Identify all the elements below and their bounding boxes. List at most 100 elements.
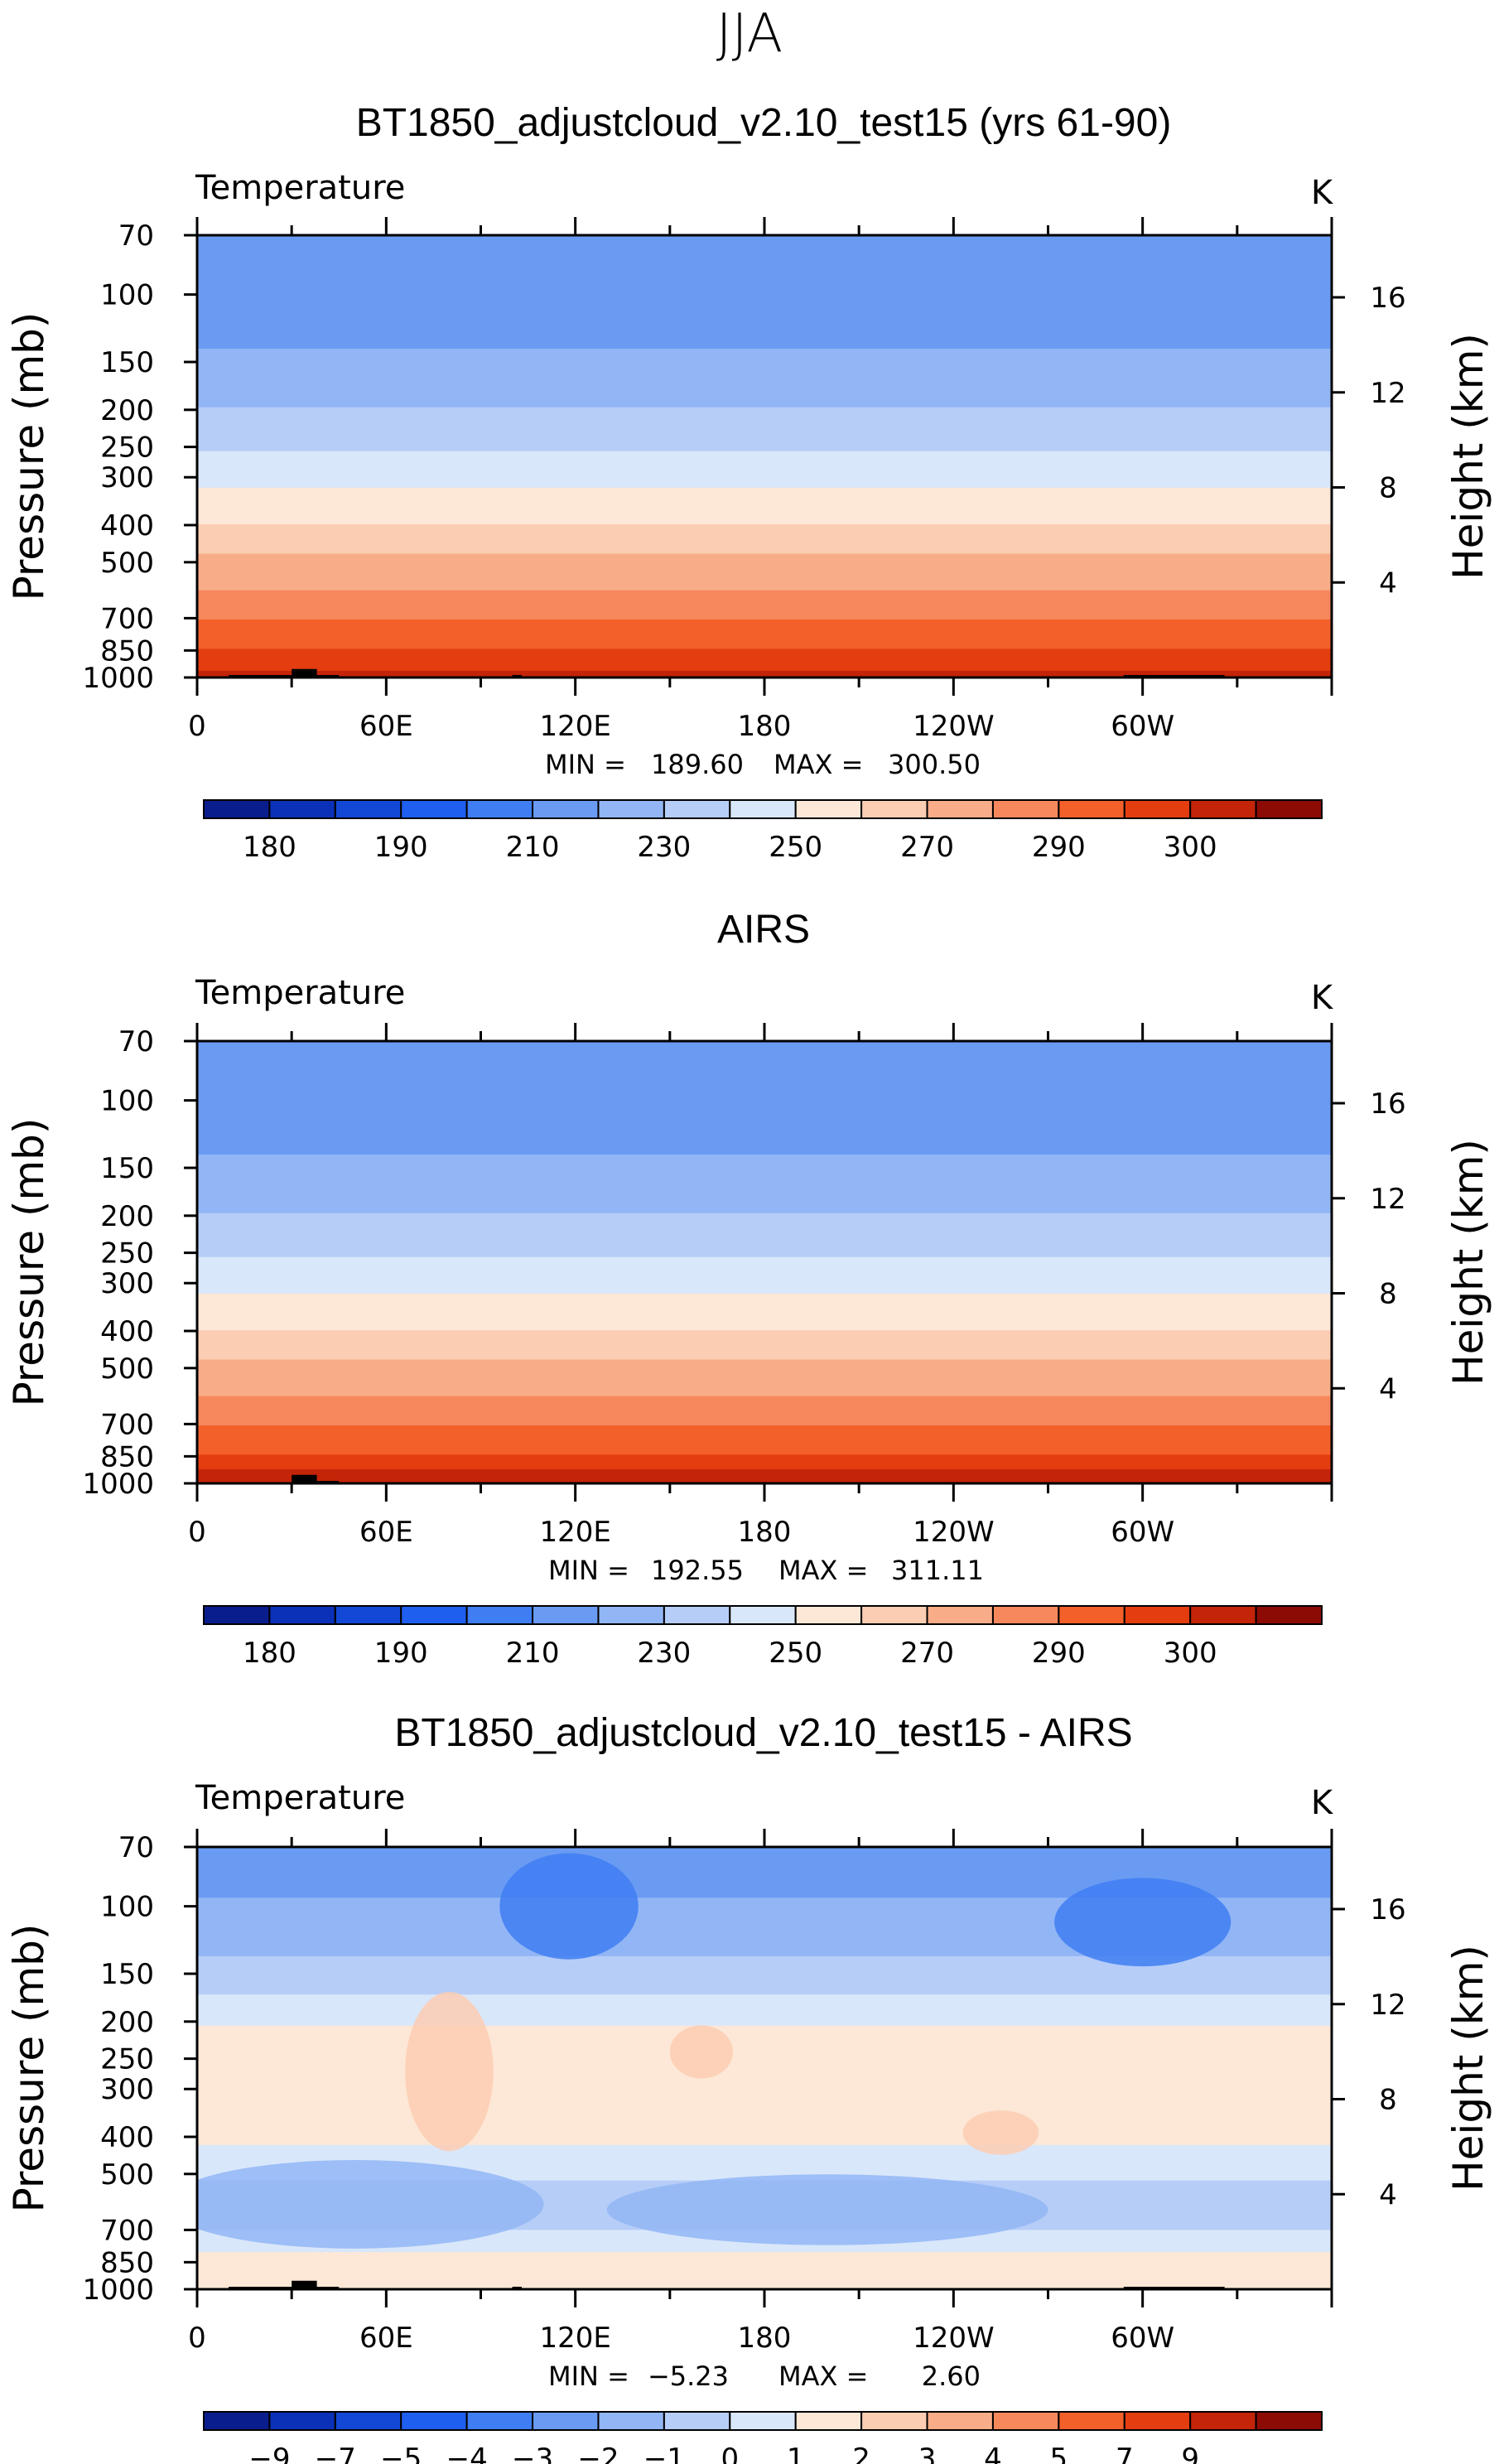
temperature-band (197, 407, 1332, 416)
x-tick-label: 60W (1111, 710, 1174, 743)
y-tick-label: 100 (100, 279, 154, 312)
temperature-band (197, 1125, 1332, 1134)
temperature-band (197, 1066, 1332, 1075)
colorbar-swatch (203, 1605, 271, 1625)
colorbar-swatch (926, 799, 994, 819)
colorbar-label: 300 (1164, 1637, 1217, 1670)
colorbar-swatch (729, 2411, 797, 2431)
colorbar-label: −4 (446, 2442, 488, 2464)
temperature-band (197, 1352, 1332, 1361)
y-tick-label: 850 (100, 2246, 154, 2279)
colorbar-swatch (1123, 1605, 1192, 1625)
colorbar-swatch (334, 799, 402, 819)
colorbar-swatch (991, 799, 1060, 819)
temperature-band (197, 546, 1332, 555)
y-tick-label: 250 (100, 432, 154, 465)
x-tick-label: 120W (913, 1516, 995, 1549)
y2-tick-label: 16 (1370, 1893, 1405, 1926)
colorbar-swatch (597, 799, 665, 819)
y-tick-label: 850 (100, 1440, 154, 1473)
terrain (229, 668, 340, 677)
temperature-band (197, 1308, 1332, 1317)
colorbar-swatch (926, 1605, 994, 1625)
colorbar-label: 300 (1164, 831, 1217, 864)
colorbar-swatch (334, 1605, 402, 1625)
max-label: MAX = (774, 749, 863, 780)
y2-tick-label: 12 (1370, 377, 1405, 410)
x-tick-label: 120E (539, 2322, 610, 2355)
y-tick-label: 850 (100, 634, 154, 668)
y-tick-label: 150 (100, 346, 154, 379)
terrain-mask (292, 1474, 340, 1483)
temperature-band (197, 385, 1332, 394)
x-tick-label: 180 (738, 1516, 792, 1549)
colorbar-swatch (268, 2411, 336, 2431)
temperature-band (197, 326, 1332, 335)
temperature-band (197, 341, 1332, 350)
temperature-band (197, 422, 1332, 431)
y-axis-label: Pressure (mb) (5, 312, 53, 601)
colorbar-label: 190 (374, 831, 428, 864)
y-tick-label: 70 (118, 219, 154, 253)
colorbar-label: −2 (577, 2442, 619, 2464)
colorbar-swatch (1058, 2411, 1125, 2431)
y2-axis-label: Height (km) (1444, 333, 1492, 580)
variable-label: Temperature (195, 1779, 405, 1817)
temperature-band (197, 1242, 1332, 1251)
colorbar-swatch (860, 2411, 928, 2431)
height-axis: 16 12 8 4 (1332, 282, 1406, 600)
colorbar-swatch (465, 1605, 534, 1625)
colorbar-swatch (1123, 799, 1192, 819)
temperature-band (197, 235, 1332, 240)
min-value: 192.55 (651, 1555, 744, 1586)
temperature-band (197, 355, 1332, 364)
temperature-band (197, 282, 1332, 292)
temperature-band (197, 494, 1332, 504)
max-value: 300.50 (888, 749, 981, 780)
y2-tick-label: 16 (1370, 1087, 1405, 1121)
colorbar-swatch (1058, 1605, 1125, 1625)
temperature-band (197, 1176, 1332, 1185)
temperature-band (197, 1447, 1332, 1456)
colorbar-swatch (794, 799, 863, 819)
colorbar-swatch (926, 2411, 994, 2431)
colorbar-swatch (532, 2411, 600, 2431)
temperature-band (197, 1425, 1332, 1434)
colorbar-label: 270 (900, 831, 954, 864)
x-tick-label: 0 (188, 710, 206, 743)
y-tick-label: 500 (100, 1353, 154, 1386)
difference-band (197, 2025, 1332, 2146)
temperature-band (197, 246, 1332, 255)
temperature-band (197, 253, 1332, 262)
temperature-band (197, 480, 1332, 489)
colorbar-label: 180 (243, 1637, 296, 1670)
temperature-band (197, 414, 1332, 423)
difference-band (197, 1994, 1332, 2027)
y-tick-label: 1000 (82, 662, 154, 695)
unit-label: K (1311, 1784, 1334, 1822)
panel-title: AIRS (717, 908, 810, 952)
temperature-bands (197, 235, 1332, 677)
y2-axis-label: Height (km) (1444, 1139, 1492, 1386)
colorbar: 180 190 210 230 250 270 290 300 (203, 799, 1323, 864)
temperature-band (197, 1374, 1332, 1382)
colorbar-swatch (1255, 799, 1323, 819)
y-tick-label: 100 (100, 1085, 154, 1118)
colorbar-swatch (268, 1605, 336, 1625)
difference-regions (197, 1847, 1332, 2289)
x-tick-label: 180 (738, 2322, 792, 2355)
temperature-band (197, 268, 1332, 277)
temperature-band (197, 275, 1332, 284)
y-tick-label: 400 (100, 2121, 154, 2154)
y-tick-label: 200 (100, 1200, 154, 1233)
y-tick-label: 700 (100, 1408, 154, 1441)
min-value: 189.60 (651, 749, 744, 780)
y2-tick-label: 8 (1379, 1278, 1397, 1311)
colorbar-label: 5 (1050, 2442, 1068, 2464)
temperature-band (197, 1147, 1332, 1155)
max-value: 2.60 (922, 2360, 981, 2392)
temperature-band (197, 1191, 1332, 1200)
colorbar-swatch (729, 1605, 797, 1625)
